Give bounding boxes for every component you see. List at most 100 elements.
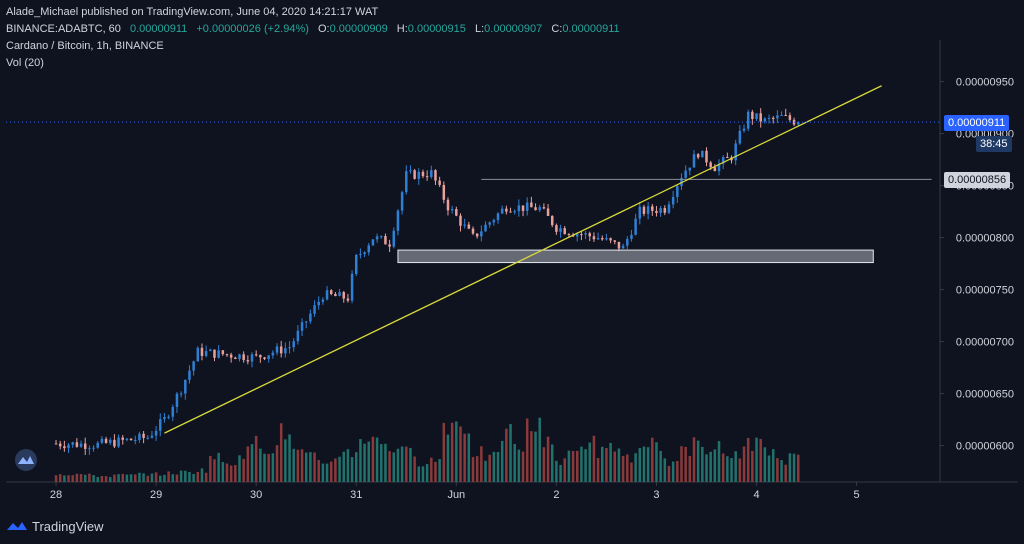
- candle-body: [92, 447, 95, 449]
- volume-bar: [325, 463, 329, 482]
- candle-body: [746, 111, 750, 129]
- tradingview-brand[interactable]: TradingView: [32, 518, 104, 534]
- volume-bar: [238, 455, 241, 482]
- volume-bar: [788, 453, 792, 482]
- candle-body: [601, 238, 604, 240]
- candle-body: [342, 292, 345, 299]
- volume-bar: [630, 462, 633, 482]
- volume-bar: [392, 452, 396, 482]
- volume-bar: [375, 437, 379, 482]
- candle-body: [550, 215, 554, 226]
- volume-bar: [676, 461, 679, 482]
- ascending-trendline: [164, 85, 882, 434]
- volume-bar: [63, 475, 66, 482]
- candle-body: [354, 254, 358, 274]
- volume-bar: [246, 446, 250, 482]
- candle-body: [63, 446, 66, 449]
- volume-bar: [67, 475, 70, 482]
- candle-body: [171, 406, 175, 417]
- candle-body: [701, 150, 704, 158]
- high-value: 0.00000915: [407, 23, 466, 35]
- volume-bar: [580, 446, 583, 482]
- candle-body: [300, 322, 304, 331]
- chart-header: Alade_Michael published on TradingView.c…: [6, 4, 620, 72]
- support-zone-layer: [397, 249, 874, 264]
- candle-body: [384, 236, 387, 245]
- candle-body: [367, 245, 371, 253]
- volume-bar: [329, 461, 333, 482]
- low-label: L:: [474, 23, 485, 35]
- volume-bar: [513, 443, 516, 482]
- volume-bar: [467, 433, 471, 482]
- support-zone: [397, 249, 874, 264]
- volume-bar: [500, 440, 504, 482]
- open-value: 0.00000909: [329, 23, 388, 35]
- close-label: C:: [551, 23, 563, 35]
- candle-body: [321, 299, 325, 302]
- volume-bar: [250, 444, 254, 482]
- volume-bar: [304, 452, 308, 482]
- tradingview-watermark-icon: [15, 449, 37, 471]
- candle-body: [167, 416, 170, 418]
- volume-indicator-label[interactable]: Vol (20): [6, 57, 44, 69]
- candle-body: [67, 444, 70, 449]
- candle-body: [475, 233, 479, 237]
- ohlc-line: BINANCE:ADABTC, 60 0.00000911 +0.0000002…: [6, 21, 620, 38]
- candle-body: [304, 321, 308, 323]
- candle-body: [630, 234, 633, 239]
- volume-bar: [150, 473, 154, 482]
- candle-body: [184, 379, 187, 394]
- candle-body: [375, 236, 379, 240]
- volume-bar: [617, 448, 621, 482]
- volume-bar: [525, 418, 529, 482]
- candle-body: [313, 305, 316, 314]
- price-tick-label: 0.00000750: [956, 285, 1014, 297]
- candle-body: [275, 346, 279, 353]
- price-axis[interactable]: 0.000009500.000009000.000008500.00000800…: [940, 77, 1014, 453]
- volume-bar: [334, 458, 337, 482]
- volume-bar: [780, 460, 783, 482]
- time-tick-label: 31: [350, 489, 362, 501]
- candle-body: [655, 210, 658, 213]
- symbol-label[interactable]: BINANCE:ADABTC, 60: [6, 23, 121, 35]
- tradingview-logo-icon[interactable]: [6, 519, 28, 533]
- candle-body: [234, 357, 237, 360]
- candle-body: [696, 154, 700, 158]
- volume-bar: [530, 431, 533, 482]
- candle-body: [121, 437, 125, 440]
- volume-bar: [755, 437, 758, 482]
- time-axis[interactable]: 28 29 30 31 Jun 2 3 4 5: [50, 482, 860, 501]
- volume-bar: [705, 454, 708, 482]
- candle-body: [542, 207, 546, 209]
- candle-body: [780, 115, 783, 117]
- candle-body: [192, 361, 195, 371]
- candle-body: [567, 234, 571, 236]
- close-value: 0.00000911: [562, 23, 620, 35]
- candle-body: [154, 430, 158, 436]
- candle-body: [138, 433, 141, 441]
- candle-body: [659, 208, 662, 213]
- volume-bar: [763, 447, 767, 482]
- instrument-title[interactable]: Cardano / Bitcoin, 1h, BINANCE: [6, 40, 164, 52]
- candle-body: [500, 208, 504, 214]
- candle-body: [734, 143, 737, 161]
- volume-bar: [430, 457, 433, 482]
- candle-body: [209, 349, 212, 352]
- volume-bar: [667, 465, 671, 482]
- candle-body: [296, 330, 300, 342]
- candle-body: [325, 290, 329, 300]
- candle-body: [538, 207, 541, 211]
- candle-body: [380, 236, 383, 238]
- volume-bar: [75, 473, 79, 482]
- candle-body: [438, 180, 441, 185]
- volume-bar: [709, 451, 712, 482]
- volume-bar: [721, 453, 725, 482]
- volume-bar: [596, 458, 600, 482]
- volume-bar: [413, 456, 416, 482]
- volume-bar: [79, 474, 83, 482]
- candle-body: [663, 208, 667, 213]
- time-tick-label: Jun: [447, 489, 465, 501]
- candle-body: [292, 341, 295, 348]
- candle-body: [417, 171, 421, 179]
